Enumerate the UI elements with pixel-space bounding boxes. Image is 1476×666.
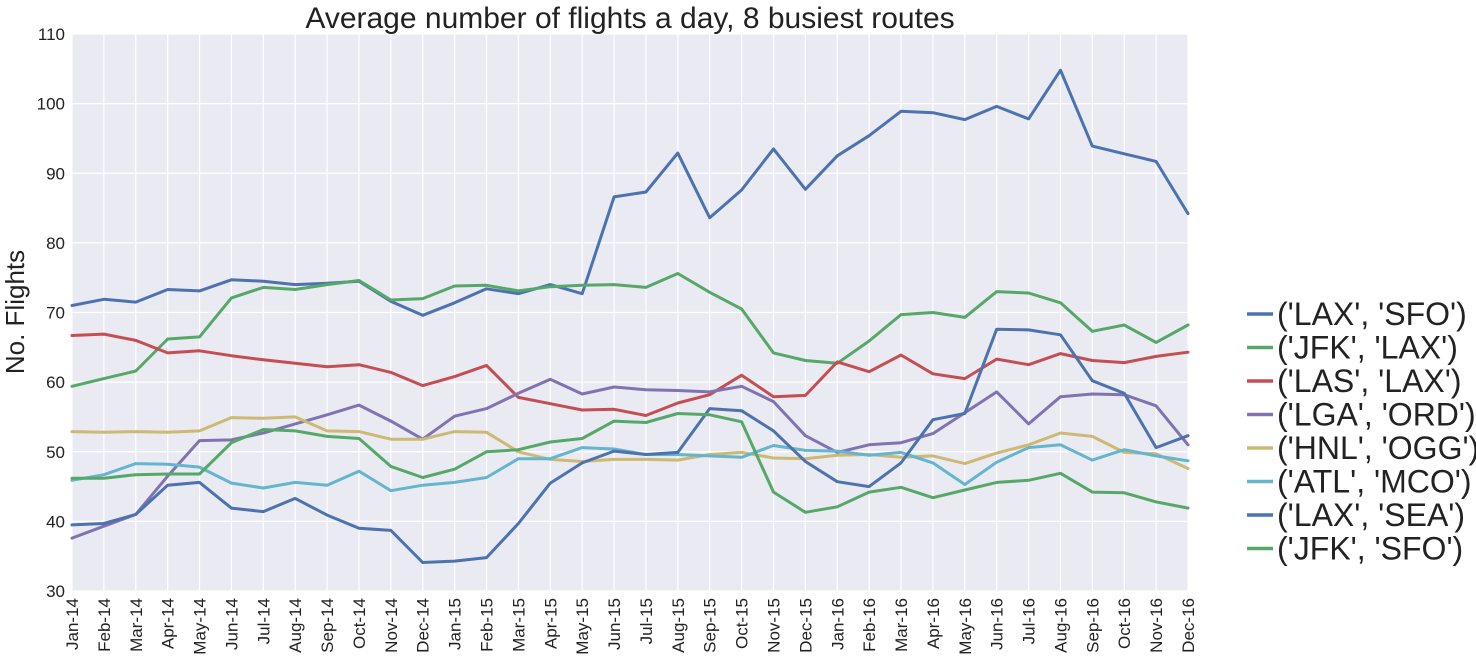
series-line-4	[70, 415, 1190, 470]
y-tick-label: 50	[46, 443, 65, 462]
series-line-2	[70, 332, 1190, 417]
x-tick-label: Aug-14	[286, 598, 305, 653]
legend-label: ('JFK', 'LAX')	[1277, 330, 1458, 366]
y-tick-label: 80	[46, 234, 65, 253]
x-tick-label: Mar-14	[127, 598, 146, 652]
x-tick-label: Aug-15	[669, 598, 688, 653]
legend-label: ('HNL', 'OGG')	[1277, 430, 1476, 466]
x-tick-label: May-16	[956, 598, 975, 655]
x-tick-label: Sep-16	[1083, 598, 1102, 653]
y-tick-label: 30	[46, 582, 65, 601]
y-tick-label: 60	[46, 373, 65, 392]
series-line-0	[70, 68, 1190, 317]
x-tick-label: Jun-15	[605, 598, 624, 650]
x-tick-label: Aug-16	[1051, 598, 1070, 653]
x-tick-label: Oct-15	[733, 598, 752, 649]
y-tick-label: 110	[38, 25, 65, 44]
x-tick-label: Jun-14	[222, 598, 241, 650]
x-tick-label: Feb-16	[860, 598, 879, 652]
y-tick-label: 40	[46, 512, 65, 531]
x-tick-label: Jan-16	[828, 598, 847, 650]
chart-title: Average number of flights a day, 8 busie…	[305, 2, 954, 35]
series-line-1	[70, 272, 1190, 388]
x-tick-label: Dec-15	[796, 598, 815, 653]
legend-label: ('ATL', 'MCO')	[1277, 464, 1472, 500]
x-tick-label: Mar-15	[509, 598, 528, 652]
x-tick-label: Mar-16	[892, 598, 911, 652]
legend-label: ('LAX', 'SFO')	[1277, 296, 1467, 332]
y-axis-ticks: 30 40 50 60 70 80 90 100 110	[37, 25, 65, 601]
y-tick-label: 90	[46, 164, 65, 183]
x-tick-label: Nov-14	[382, 598, 401, 653]
y-tick-label: 100	[37, 95, 65, 114]
x-tick-label: Jan-14	[63, 598, 82, 650]
y-axis-label: No. Flights	[0, 250, 30, 374]
series-line-6	[70, 327, 1190, 564]
x-tick-label: Apr-15	[541, 598, 560, 649]
x-tick-label: Apr-16	[924, 598, 943, 649]
x-tick-label: Nov-16	[1147, 598, 1166, 653]
x-tick-label: Dec-16	[1179, 598, 1198, 653]
x-tick-label: Jul-15	[637, 598, 656, 644]
x-tick-label: Nov-15	[764, 598, 783, 653]
legend-label: ('LGA', 'ORD')	[1277, 397, 1476, 433]
x-tick-label: Sep-14	[318, 598, 337, 653]
x-tick-label: Apr-14	[159, 598, 178, 649]
x-tick-label: Dec-14	[414, 598, 433, 653]
x-tick-label: Feb-15	[478, 598, 497, 652]
legend-label: ('JFK', 'SFO')	[1277, 531, 1463, 567]
x-tick-label: Oct-16	[1115, 598, 1134, 649]
x-tick-label: Jul-16	[1020, 598, 1039, 644]
x-tick-label: Jan-15	[446, 598, 465, 650]
series-line-3	[70, 377, 1190, 540]
x-axis-ticks: Jan-14 Feb-14 Mar-14 Apr-14 May-14 Jun-14 Jul-…	[63, 598, 1198, 655]
y-tick-label: 70	[46, 304, 65, 323]
x-tick-label: Sep-15	[701, 598, 720, 653]
legend-label: ('LAS', 'LAX')	[1277, 363, 1462, 399]
x-tick-label: May-15	[573, 598, 592, 655]
series-lines	[70, 68, 1190, 564]
legend: ('LAX', 'SFO')('JFK', 'LAX')('LAS', 'LAX…	[1247, 296, 1476, 567]
x-tick-label: Feb-14	[95, 598, 114, 652]
series-line-7	[70, 412, 1190, 514]
legend-label: ('LAX', 'SEA')	[1277, 497, 1465, 533]
x-tick-label: Oct-14	[350, 598, 369, 649]
x-tick-label: Jul-14	[254, 598, 273, 644]
grid-lines	[71, 33, 1189, 592]
x-tick-label: Jun-16	[988, 598, 1007, 650]
x-tick-label: May-14	[191, 598, 210, 655]
